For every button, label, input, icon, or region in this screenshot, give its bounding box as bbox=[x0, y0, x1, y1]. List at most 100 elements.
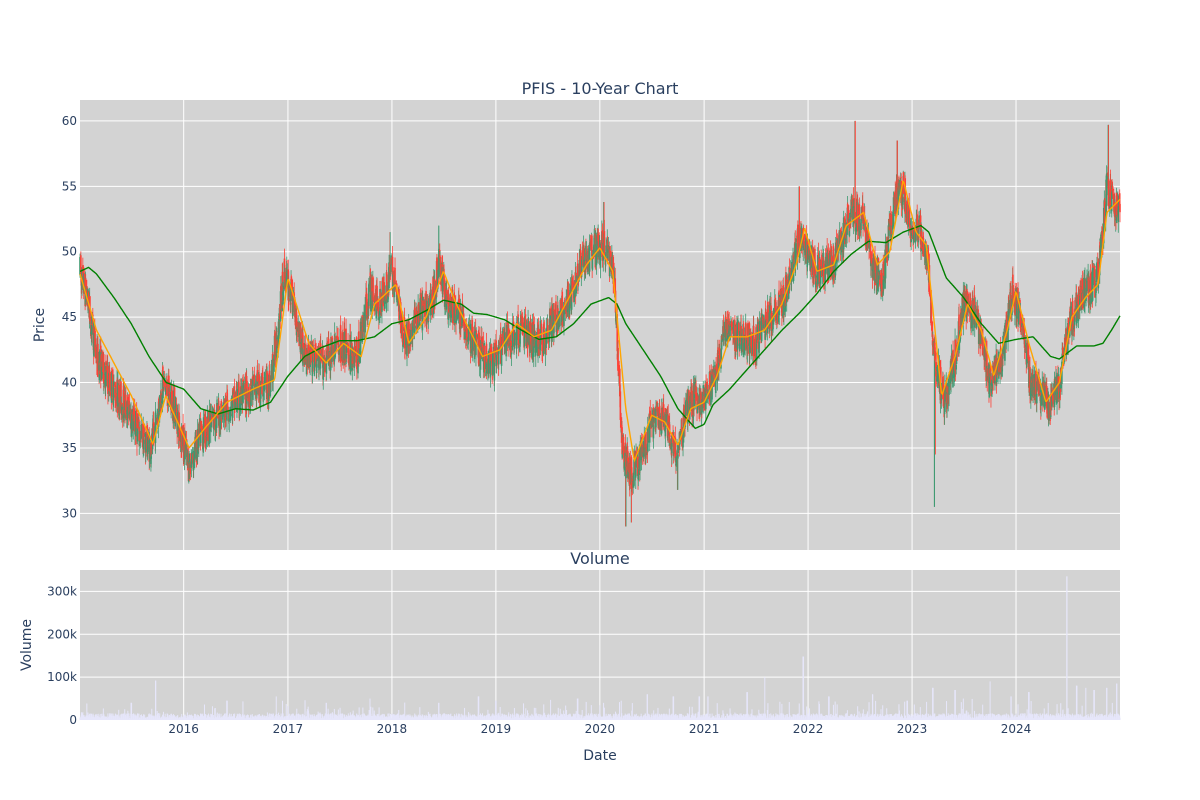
price-candle-body bbox=[555, 318, 558, 330]
price-candle-body bbox=[383, 301, 386, 309]
price-candle-body bbox=[797, 242, 800, 257]
price-candle-body bbox=[968, 293, 970, 309]
price-candle-body bbox=[196, 428, 199, 454]
price-candle-body bbox=[567, 290, 570, 299]
price-candle-body bbox=[657, 407, 660, 429]
price-candle-body bbox=[396, 294, 398, 303]
price-candle-body bbox=[458, 298, 460, 303]
price-candle-body bbox=[547, 341, 550, 342]
price-candle-body bbox=[491, 353, 494, 375]
price-candle-body bbox=[306, 350, 309, 368]
price-candle-body bbox=[352, 353, 354, 364]
price-candle-body bbox=[186, 453, 189, 462]
price-candle-body bbox=[249, 389, 252, 405]
price-candle-body bbox=[241, 382, 244, 402]
price-candle-body bbox=[649, 410, 652, 417]
price-candle-body bbox=[542, 324, 545, 351]
price-candle-body bbox=[331, 337, 334, 340]
price-candle-body bbox=[752, 326, 755, 357]
price-candle-body bbox=[120, 381, 122, 412]
price-candle-body bbox=[713, 372, 715, 378]
price-candle-body bbox=[820, 269, 823, 277]
price-candle-body bbox=[439, 257, 441, 275]
price-candle-body bbox=[131, 414, 133, 437]
price-candle-body bbox=[731, 324, 733, 326]
price-candle-body bbox=[1006, 315, 1008, 334]
price-candle-body bbox=[240, 392, 243, 406]
price-candle-body bbox=[904, 202, 907, 214]
price-candle-body bbox=[727, 320, 729, 334]
price-candle-body bbox=[1057, 383, 1059, 395]
price-candle-body bbox=[129, 411, 131, 414]
price-candle-body bbox=[633, 453, 636, 457]
price-candle-body bbox=[635, 451, 637, 467]
price-candle-body bbox=[408, 321, 410, 343]
price-candle-body bbox=[632, 480, 634, 488]
price-candle-body bbox=[463, 328, 466, 339]
price-candle-body bbox=[330, 337, 333, 364]
price-candle-body bbox=[705, 383, 707, 389]
price-candle-body bbox=[908, 208, 911, 226]
price-candle-body bbox=[807, 241, 809, 245]
price-candle-body bbox=[1017, 308, 1020, 320]
price-candle-body bbox=[593, 235, 596, 242]
price-candle-body bbox=[669, 442, 672, 446]
price-candle-body bbox=[277, 335, 280, 349]
price-candle-body bbox=[982, 351, 985, 354]
price-candle-body bbox=[956, 350, 959, 352]
price-candle-body bbox=[242, 385, 245, 394]
price-candle-body bbox=[141, 425, 143, 436]
price-candle-body bbox=[460, 309, 462, 326]
price-candle-body bbox=[505, 325, 508, 338]
price-candle-body bbox=[1067, 320, 1069, 322]
price-candle-body bbox=[695, 386, 697, 396]
price-candle-body bbox=[190, 470, 192, 472]
price-candle-body bbox=[815, 281, 818, 283]
price-candle-body bbox=[718, 348, 721, 359]
price-candle-body bbox=[747, 322, 749, 346]
price-candle-body bbox=[302, 343, 304, 366]
price-candle-body bbox=[689, 399, 691, 409]
price-candle-body bbox=[880, 272, 883, 290]
price-candle-body bbox=[400, 329, 402, 333]
price-candle-body bbox=[787, 285, 789, 296]
price-candle-body bbox=[894, 211, 897, 214]
price-candle-body bbox=[123, 415, 125, 418]
price-candle-body bbox=[464, 329, 466, 331]
price-candle-body bbox=[507, 327, 510, 339]
price-candle-body bbox=[601, 230, 604, 261]
price-candle-body bbox=[671, 435, 673, 454]
price-candle-body bbox=[300, 341, 303, 344]
price-candle-body bbox=[960, 314, 963, 329]
price-candle-body bbox=[633, 459, 635, 486]
price-candle-body bbox=[235, 391, 238, 408]
price-candle-body bbox=[607, 245, 610, 253]
price-candle-body bbox=[737, 320, 739, 328]
price-candle-body bbox=[366, 293, 368, 315]
price-candle-body bbox=[383, 282, 386, 301]
price-candle-body bbox=[491, 377, 494, 379]
price-candle-body bbox=[176, 412, 179, 416]
price-candle-body bbox=[497, 346, 500, 365]
price-candle-body bbox=[278, 314, 281, 316]
price-candle-body bbox=[438, 248, 440, 271]
price-candle-body bbox=[561, 291, 564, 311]
price-candle-body bbox=[862, 206, 864, 229]
price-candle-body bbox=[450, 310, 452, 318]
price-candle-body bbox=[132, 418, 135, 431]
price-candle-body bbox=[103, 385, 105, 387]
price-candle-body bbox=[980, 326, 982, 344]
price-candle-body bbox=[752, 332, 754, 355]
price-candle-body bbox=[164, 387, 167, 395]
price-candle-body bbox=[300, 327, 302, 348]
price-candle-body bbox=[775, 318, 777, 320]
price-candle-body bbox=[316, 360, 318, 362]
price-candle-body bbox=[105, 362, 107, 366]
price-candle-body bbox=[154, 414, 157, 417]
price-candle-body bbox=[1038, 376, 1040, 394]
price-candle-body bbox=[850, 201, 853, 206]
price-candle-body bbox=[916, 214, 918, 230]
price-candle-body bbox=[738, 343, 741, 349]
price-candle-body bbox=[362, 315, 364, 331]
price-candle-body bbox=[667, 415, 670, 436]
